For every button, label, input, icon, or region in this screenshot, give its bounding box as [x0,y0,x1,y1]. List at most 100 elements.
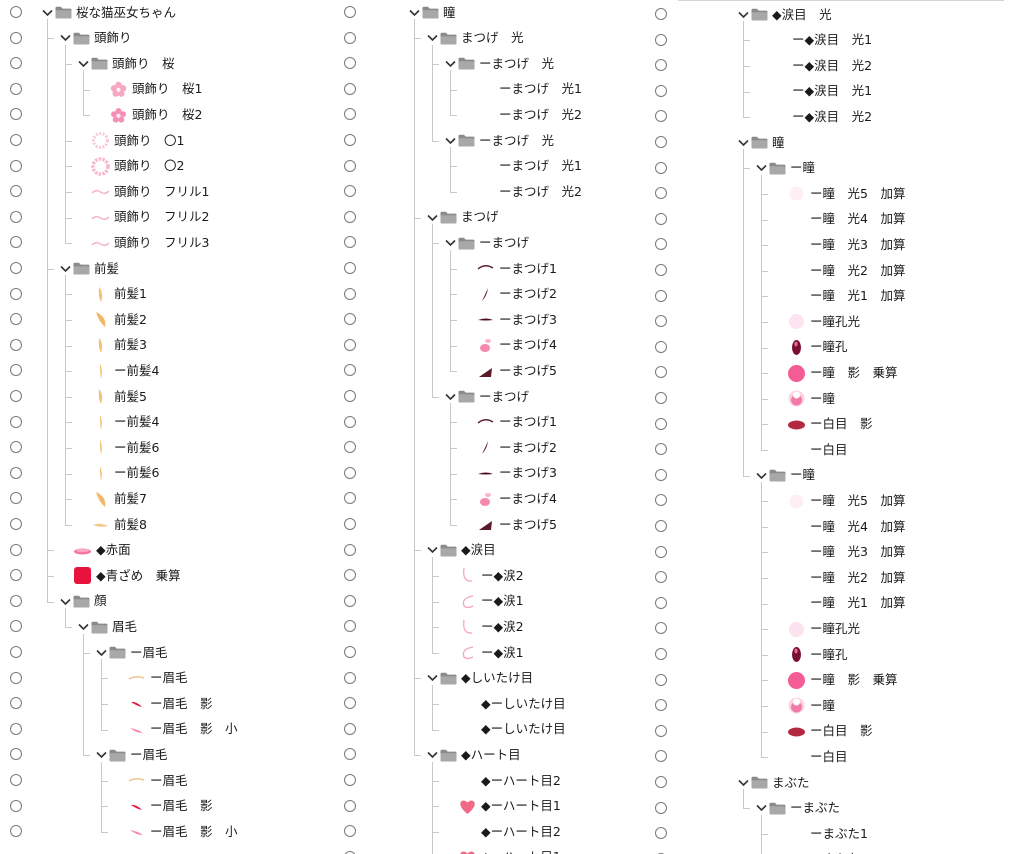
layer-row[interactable]: ー瞳 光3 加算 [648,540,1024,566]
layer-row[interactable]: ーまつげ5 [336,358,697,384]
layer-row[interactable]: 前髪1 [0,282,343,308]
visibility-circle-icon[interactable] [655,596,667,609]
layer-row[interactable]: ーまつげ5 [336,512,697,538]
layer-row[interactable]: ー瞳 光3 加算 [648,232,1024,258]
visibility-circle-icon[interactable] [655,8,667,20]
layer-folder-row[interactable]: ーまぶた [648,796,1024,822]
visibility-circle-icon[interactable] [10,210,22,223]
chevron-down-icon[interactable] [445,135,456,146]
chevron-down-icon[interactable] [96,750,107,761]
visibility-circle-icon[interactable] [344,543,356,556]
layer-row[interactable]: ◆ーハート目2 [336,819,697,845]
layer-row[interactable]: 頭飾り 〇1 [0,128,343,154]
layer-row[interactable]: ーまつげ4 [336,333,697,359]
visibility-circle-icon[interactable] [10,338,22,351]
layer-folder-row[interactable]: ー眉毛 [0,640,343,666]
layer-row[interactable]: ー前髪4 [0,410,343,436]
visibility-circle-icon[interactable] [344,799,356,812]
visibility-circle-icon[interactable] [655,699,667,712]
visibility-circle-icon[interactable] [344,210,356,223]
visibility-circle-icon[interactable] [655,545,667,558]
layer-row[interactable]: ーまつげ 光2 [336,179,697,205]
layer-row[interactable]: 前髪5 [0,384,343,410]
layer-folder-row[interactable]: ーまつげ 光 [336,128,697,154]
visibility-circle-icon[interactable] [10,466,22,479]
layer-row[interactable]: ー瞳 影 乗算 [648,360,1024,386]
layer-folder-row[interactable]: ーまつげ 光 [336,51,697,77]
layer-row[interactable]: ー前髪6 [0,435,343,461]
layer-row[interactable]: ーまつげ4 [336,486,697,512]
layer-folder-row[interactable]: 桜な猫巫女ちゃん [0,0,343,26]
visibility-circle-icon[interactable] [655,622,667,635]
chevron-down-icon[interactable] [445,238,456,249]
chevron-down-icon[interactable] [756,803,767,814]
layer-row[interactable]: ー瞳 光1 加算 [648,591,1024,617]
visibility-circle-icon[interactable] [10,441,22,454]
visibility-circle-icon[interactable] [10,620,22,633]
layer-row[interactable]: ーまつげ2 [336,435,697,461]
visibility-circle-icon[interactable] [655,417,667,430]
layer-folder-row[interactable]: ◆涙目 [336,538,697,564]
layer-row[interactable]: ◆赤面 [0,538,343,564]
layer-row[interactable]: 前髪3 [0,333,343,359]
layer-row[interactable]: ー前髪6 [0,461,343,487]
chevron-down-icon[interactable] [78,622,89,633]
layer-row[interactable]: ー瞳 光4 加算 [648,207,1024,233]
layer-row[interactable]: ーまぶた1 [648,821,1024,847]
layer-row[interactable]: ー瞳 光4 加算 [648,514,1024,540]
visibility-circle-icon[interactable] [344,185,356,198]
layer-row[interactable]: ー白目 [648,437,1024,463]
layer-row[interactable]: 頭飾り フリル2 [0,205,343,231]
layer-folder-row[interactable]: 顔 [0,589,343,615]
layer-row[interactable]: 前髪2 [0,307,343,333]
chevron-down-icon[interactable] [738,777,749,788]
visibility-circle-icon[interactable] [10,697,22,710]
visibility-circle-icon[interactable] [655,520,667,532]
layer-folder-row[interactable]: ーまつげ [336,384,697,410]
layer-row[interactable]: ーまつげ1 [336,410,697,436]
layer-folder-row[interactable]: ー瞳 [648,463,1024,489]
layer-row[interactable]: ー眉毛 [0,768,343,794]
visibility-circle-icon[interactable] [344,492,356,505]
layer-row[interactable]: ー◆涙1 [336,589,697,615]
layer-row[interactable]: ー瞳 光1 加算 [648,284,1024,310]
layer-row[interactable]: 頭飾り フリル3 [0,230,343,256]
chevron-down-icon[interactable] [445,391,456,402]
visibility-circle-icon[interactable] [10,671,22,684]
layer-row[interactable]: ーまつげ2 [336,282,697,308]
visibility-circle-icon[interactable] [655,648,667,660]
chevron-down-icon[interactable] [445,58,456,69]
visibility-circle-icon[interactable] [344,825,356,838]
layer-row[interactable]: ◆ーしいたけ目 [336,691,697,717]
layer-folder-row[interactable]: まぶた [648,770,1024,796]
visibility-circle-icon[interactable] [10,799,22,812]
layer-row[interactable]: ーまつげ 光2 [336,102,697,128]
visibility-circle-icon[interactable] [344,338,356,351]
layer-row[interactable]: ー白目 影 [648,412,1024,438]
layer-row[interactable]: ーまつげ3 [336,307,697,333]
visibility-circle-icon[interactable] [655,289,667,302]
layer-row[interactable]: ー瞳孔 [648,335,1024,361]
layer-folder-row[interactable]: 頭飾り [0,26,343,52]
visibility-circle-icon[interactable] [344,6,356,18]
visibility-circle-icon[interactable] [655,724,667,737]
chevron-down-icon[interactable] [60,263,71,274]
chevron-down-icon[interactable] [738,9,749,20]
visibility-circle-icon[interactable] [10,646,22,658]
chevron-down-icon[interactable] [427,750,438,761]
layer-row[interactable]: ー◆涙目 光2 [648,53,1024,79]
visibility-circle-icon[interactable] [344,620,356,633]
layer-row[interactable]: ー◆涙目 光1 [648,28,1024,54]
visibility-circle-icon[interactable] [10,313,22,326]
visibility-circle-icon[interactable] [655,238,667,251]
visibility-circle-icon[interactable] [344,57,356,70]
layer-row[interactable]: ー瞳孔光 [648,616,1024,642]
layer-row[interactable]: ー白目 [648,744,1024,770]
layer-row[interactable]: 頭飾り フリル1 [0,179,343,205]
visibility-circle-icon[interactable] [655,571,667,584]
visibility-circle-icon[interactable] [10,185,22,198]
layer-folder-row[interactable]: ◆涙目 光 [648,2,1024,28]
layer-row[interactable]: ー◆涙目 光2 [648,104,1024,130]
visibility-circle-icon[interactable] [655,84,667,97]
layer-row[interactable]: ー◆涙2 [336,563,697,589]
